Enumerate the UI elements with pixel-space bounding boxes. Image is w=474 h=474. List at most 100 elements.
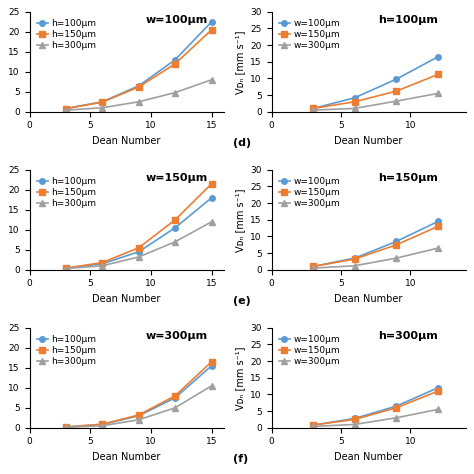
h=300μm xyxy=(63,425,69,430)
h=100μm xyxy=(172,57,178,63)
h=100μm xyxy=(63,106,69,111)
w=100μm xyxy=(435,219,441,224)
w=300μm xyxy=(310,424,316,429)
h=150μm xyxy=(172,393,178,399)
Line: w=300μm: w=300μm xyxy=(310,91,441,113)
h=300μm xyxy=(172,90,178,95)
w=150μm xyxy=(393,88,399,94)
w=300μm xyxy=(393,255,399,261)
w=300μm xyxy=(393,98,399,104)
w=300μm xyxy=(352,106,357,111)
w=100μm xyxy=(435,385,441,391)
w=100μm xyxy=(393,76,399,82)
Legend: w=100μm, w=150μm, w=300μm: w=100μm, w=150μm, w=300μm xyxy=(276,16,343,52)
w=100μm xyxy=(435,54,441,60)
h=300μm xyxy=(136,417,142,423)
Line: h=300μm: h=300μm xyxy=(63,383,214,430)
h=150μm xyxy=(136,412,142,418)
h=300μm xyxy=(63,107,69,113)
w=300μm xyxy=(352,263,357,269)
w=150μm xyxy=(393,405,399,410)
h=300μm xyxy=(136,254,142,260)
Legend: h=100μm, h=150μm, h=300μm: h=100μm, h=150μm, h=300μm xyxy=(34,332,99,368)
h=150μm xyxy=(209,27,214,33)
Line: w=100μm: w=100μm xyxy=(310,54,441,111)
Text: w=300μm: w=300μm xyxy=(146,331,208,341)
Line: h=150μm: h=150μm xyxy=(63,181,214,271)
w=100μm xyxy=(393,403,399,409)
h=100μm xyxy=(63,424,69,430)
h=150μm xyxy=(100,100,105,105)
Line: h=150μm: h=150μm xyxy=(63,359,214,430)
h=150μm xyxy=(63,106,69,111)
Text: h=100μm: h=100μm xyxy=(378,15,438,25)
Line: w=100μm: w=100μm xyxy=(310,385,441,428)
Line: h=300μm: h=300μm xyxy=(63,77,214,113)
w=100μm xyxy=(352,95,357,100)
w=100μm xyxy=(352,416,357,421)
Line: w=100μm: w=100μm xyxy=(310,219,441,269)
h=100μm xyxy=(136,413,142,419)
Legend: h=100μm, h=150μm, h=300μm: h=100μm, h=150μm, h=300μm xyxy=(34,174,99,210)
h=150μm xyxy=(209,359,214,365)
h=100μm xyxy=(136,83,142,89)
Text: h=300μm: h=300μm xyxy=(378,331,438,341)
Y-axis label: Vᴅₙ [mm s⁻¹]: Vᴅₙ [mm s⁻¹] xyxy=(235,188,245,252)
Line: w=150μm: w=150μm xyxy=(310,72,441,111)
w=300μm xyxy=(310,265,316,271)
h=100μm xyxy=(136,249,142,255)
w=300μm xyxy=(310,107,316,113)
Text: w=150μm: w=150μm xyxy=(146,173,208,183)
w=150μm xyxy=(435,72,441,77)
w=100μm xyxy=(352,255,357,261)
w=300μm xyxy=(435,91,441,96)
Line: h=100μm: h=100μm xyxy=(63,19,214,111)
Line: h=300μm: h=300μm xyxy=(63,219,214,271)
h=100μm xyxy=(100,99,105,105)
X-axis label: Dean Number: Dean Number xyxy=(335,294,403,304)
w=300μm xyxy=(352,421,357,427)
w=150μm xyxy=(310,264,316,269)
h=100μm xyxy=(100,261,105,266)
w=100μm xyxy=(393,238,399,244)
w=300μm xyxy=(393,415,399,420)
h=100μm xyxy=(209,195,214,201)
h=100μm xyxy=(172,225,178,231)
w=100μm xyxy=(310,422,316,428)
Y-axis label: Vᴅₙ [mm s⁻¹]: Vᴅₙ [mm s⁻¹] xyxy=(235,346,245,410)
w=150μm xyxy=(435,224,441,229)
w=100μm xyxy=(310,264,316,269)
h=100μm xyxy=(209,19,214,25)
w=150μm xyxy=(352,256,357,262)
X-axis label: Dean Number: Dean Number xyxy=(92,136,161,146)
Y-axis label: Vᴅₙ [mm s⁻¹]: Vᴅₙ [mm s⁻¹] xyxy=(235,30,245,93)
X-axis label: Dean Number: Dean Number xyxy=(335,452,403,462)
h=300μm xyxy=(172,239,178,245)
h=150μm xyxy=(63,424,69,430)
h=150μm xyxy=(100,421,105,427)
h=100μm xyxy=(100,422,105,428)
X-axis label: Dean Number: Dean Number xyxy=(335,136,403,146)
w=150μm xyxy=(393,242,399,247)
Line: w=150μm: w=150μm xyxy=(310,224,441,269)
h=300μm xyxy=(209,77,214,82)
Line: w=300μm: w=300μm xyxy=(310,407,441,429)
h=300μm xyxy=(100,423,105,428)
h=150μm xyxy=(209,181,214,187)
h=300μm xyxy=(100,263,105,269)
h=150μm xyxy=(100,260,105,265)
h=300μm xyxy=(209,383,214,389)
Text: h=150μm: h=150μm xyxy=(378,173,438,183)
Line: h=100μm: h=100μm xyxy=(63,363,214,430)
Line: h=100μm: h=100μm xyxy=(63,195,214,271)
Text: (e): (e) xyxy=(233,296,250,306)
w=300μm xyxy=(435,407,441,412)
Legend: w=100μm, w=150μm, w=300μm: w=100μm, w=150μm, w=300μm xyxy=(276,332,343,368)
w=150μm xyxy=(352,417,357,422)
h=300μm xyxy=(209,219,214,225)
h=300μm xyxy=(100,105,105,110)
Line: w=150μm: w=150μm xyxy=(310,388,441,428)
h=300μm xyxy=(172,405,178,410)
Text: w=100μm: w=100μm xyxy=(146,15,208,25)
h=150μm xyxy=(136,84,142,90)
